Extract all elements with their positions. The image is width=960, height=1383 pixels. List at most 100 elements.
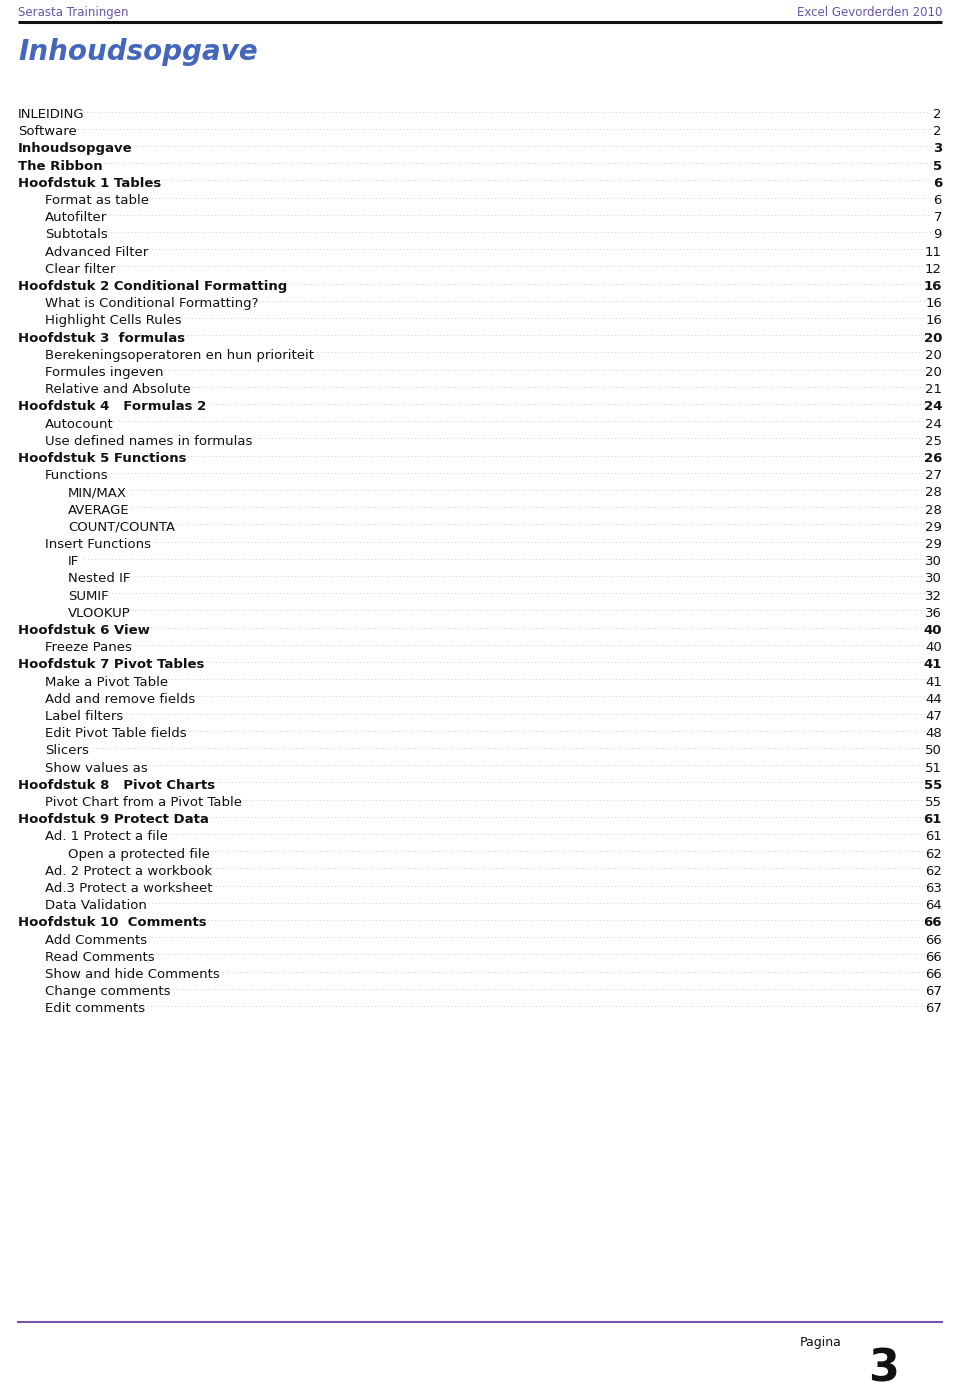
Text: 20: 20 [925,349,942,362]
Text: 27: 27 [925,469,942,483]
Text: Software: Software [18,126,77,138]
Text: What is Conditional Formatting?: What is Conditional Formatting? [45,297,258,310]
Text: 12: 12 [925,263,942,275]
Text: 48: 48 [925,727,942,740]
Text: 44: 44 [925,693,942,705]
Text: 66: 66 [925,968,942,981]
Text: Hoofdstuk 4   Formulas 2: Hoofdstuk 4 Formulas 2 [18,401,206,414]
Text: 66: 66 [925,934,942,946]
Text: 55: 55 [925,797,942,809]
Text: 41: 41 [924,658,942,671]
Text: Pivot Chart from a Pivot Table: Pivot Chart from a Pivot Table [45,797,242,809]
Text: 26: 26 [924,452,942,465]
Text: Data Validation: Data Validation [45,899,147,913]
Text: 41: 41 [925,676,942,689]
Text: 2: 2 [933,108,942,120]
Text: COUNT/COUNTA: COUNT/COUNTA [68,521,175,534]
Text: Advanced Filter: Advanced Filter [45,246,148,259]
Text: Berekeningsoperatoren en hun prioriteit: Berekeningsoperatoren en hun prioriteit [45,349,314,362]
Text: 40: 40 [925,642,942,654]
Text: Hoofdstuk 8   Pivot Charts: Hoofdstuk 8 Pivot Charts [18,779,215,792]
Text: IF: IF [68,555,80,568]
Text: Ad. 1 Protect a file: Ad. 1 Protect a file [45,830,168,844]
Text: Excel Gevorderden 2010: Excel Gevorderden 2010 [797,6,942,19]
Text: Hoofdstuk 6 View: Hoofdstuk 6 View [18,624,150,638]
Text: 20: 20 [924,332,942,344]
Text: Change comments: Change comments [45,985,171,999]
Text: Subtotals: Subtotals [45,228,108,242]
Text: 61: 61 [925,830,942,844]
Text: 62: 62 [925,864,942,878]
Text: 2: 2 [933,126,942,138]
Text: 11: 11 [925,246,942,259]
Text: Pagina: Pagina [800,1336,842,1348]
Text: Slicers: Slicers [45,744,89,758]
Text: 32: 32 [925,589,942,603]
Text: 6: 6 [934,194,942,207]
Text: Show values as: Show values as [45,762,148,774]
Text: 5: 5 [933,159,942,173]
Text: 28: 28 [925,503,942,517]
Text: Make a Pivot Table: Make a Pivot Table [45,676,168,689]
Text: Inhoudsopgave: Inhoudsopgave [18,37,257,66]
Text: Nested IF: Nested IF [68,573,131,585]
Text: MIN/MAX: MIN/MAX [68,487,127,499]
Text: 63: 63 [925,882,942,895]
Text: Relative and Absolute: Relative and Absolute [45,383,191,396]
Text: 3: 3 [868,1348,899,1383]
Text: Open a protected file: Open a protected file [68,848,210,860]
Text: Freeze Panes: Freeze Panes [45,642,132,654]
Text: Hoofdstuk 2 Conditional Formatting: Hoofdstuk 2 Conditional Formatting [18,279,287,293]
Text: 21: 21 [925,383,942,396]
Text: Hoofdstuk 9 Protect Data: Hoofdstuk 9 Protect Data [18,813,209,826]
Text: 16: 16 [924,279,942,293]
Text: Hoofdstuk 7 Pivot Tables: Hoofdstuk 7 Pivot Tables [18,658,204,671]
Text: Formules ingeven: Formules ingeven [45,366,163,379]
Text: Add Comments: Add Comments [45,934,147,946]
Text: Edit Pivot Table fields: Edit Pivot Table fields [45,727,186,740]
Text: 67: 67 [925,985,942,999]
Text: 29: 29 [925,521,942,534]
Text: 55: 55 [924,779,942,792]
Text: 66: 66 [924,917,942,929]
Text: 7: 7 [933,212,942,224]
Text: Label filters: Label filters [45,709,123,723]
Text: 6: 6 [933,177,942,189]
Text: Show and hide Comments: Show and hide Comments [45,968,220,981]
Text: 20: 20 [925,366,942,379]
Text: 3: 3 [933,142,942,155]
Text: Ad. 2 Protect a workbook: Ad. 2 Protect a workbook [45,864,212,878]
Text: Hoofdstuk 5 Functions: Hoofdstuk 5 Functions [18,452,186,465]
Text: INLEIDING: INLEIDING [18,108,84,120]
Text: 64: 64 [925,899,942,913]
Text: 61: 61 [924,813,942,826]
Text: Hoofdstuk 10  Comments: Hoofdstuk 10 Comments [18,917,206,929]
Text: 51: 51 [925,762,942,774]
Text: Hoofdstuk 1 Tables: Hoofdstuk 1 Tables [18,177,161,189]
Text: 16: 16 [925,297,942,310]
Text: Highlight Cells Rules: Highlight Cells Rules [45,314,181,328]
Text: 40: 40 [924,624,942,638]
Text: AVERAGE: AVERAGE [68,503,130,517]
Text: Autofilter: Autofilter [45,212,108,224]
Text: 66: 66 [925,950,942,964]
Text: Serasta Trainingen: Serasta Trainingen [18,6,129,19]
Text: VLOOKUP: VLOOKUP [68,607,131,620]
Text: Edit comments: Edit comments [45,1003,145,1015]
Text: 16: 16 [925,314,942,328]
Text: 62: 62 [925,848,942,860]
Text: 67: 67 [925,1003,942,1015]
Text: Clear filter: Clear filter [45,263,115,275]
Text: The Ribbon: The Ribbon [18,159,103,173]
Text: 9: 9 [934,228,942,242]
Text: Add and remove fields: Add and remove fields [45,693,195,705]
Text: Hoofdstuk 3  formulas: Hoofdstuk 3 formulas [18,332,185,344]
Text: 47: 47 [925,709,942,723]
Text: 29: 29 [925,538,942,550]
Text: Read Comments: Read Comments [45,950,155,964]
Text: 30: 30 [925,573,942,585]
Text: Insert Functions: Insert Functions [45,538,151,550]
Text: 25: 25 [925,434,942,448]
Text: 28: 28 [925,487,942,499]
Text: Autocount: Autocount [45,418,113,430]
